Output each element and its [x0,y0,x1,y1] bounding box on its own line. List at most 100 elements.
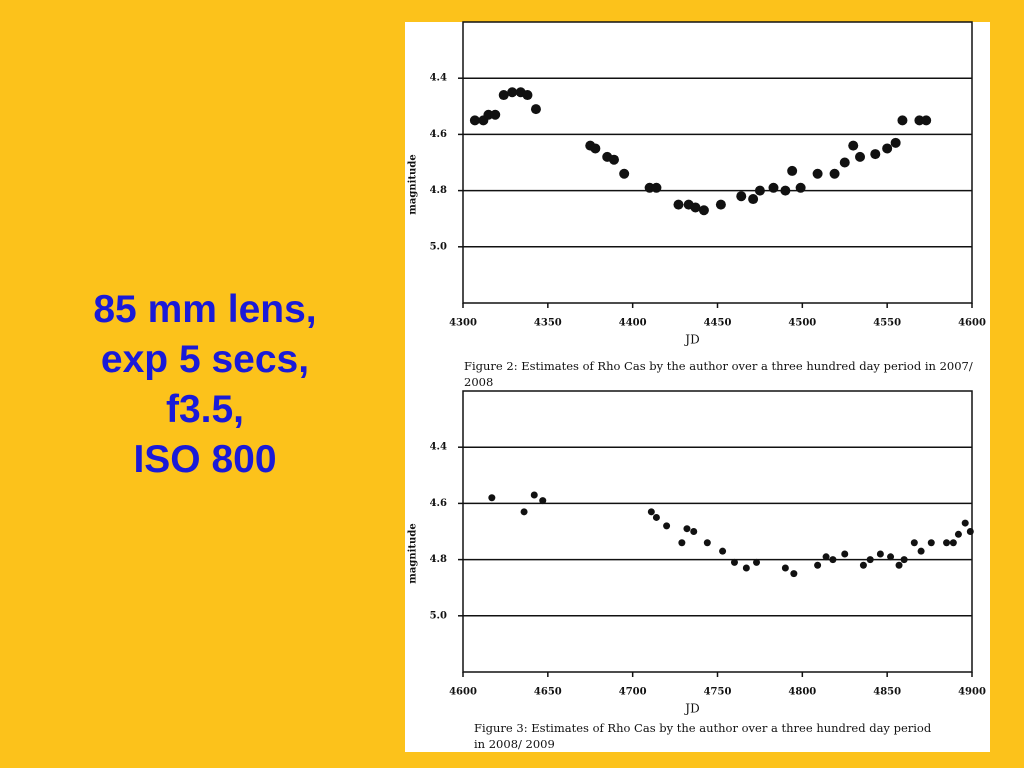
data-point [890,137,901,148]
data-point [895,561,903,569]
x-tick-label: 4800 [788,687,816,698]
data-point [859,561,867,569]
data-point [943,539,951,547]
data-point [917,547,925,555]
data-point [829,168,840,179]
y-tick-label: 5.0 [430,610,447,621]
data-point [530,104,541,115]
data-point [530,491,538,499]
data-point [469,115,480,126]
data-point [829,556,837,564]
data-point [719,547,727,555]
x-axis-label: JD [683,333,699,347]
x-tick-label: 4650 [534,687,562,698]
data-point [780,185,791,196]
data-point [812,168,823,179]
data-point [619,168,630,179]
x-tick-label: 4750 [704,687,732,698]
y-tick-label: 5.0 [430,241,447,252]
data-point [966,528,974,535]
x-tick-label: 4350 [534,318,562,329]
x-tick-label: 4850 [873,687,901,698]
x-tick-label: 4500 [788,318,816,329]
data-point [690,528,698,535]
data-point [839,157,850,168]
data-point [961,519,969,527]
slide-text-line: ISO 800 [133,438,277,481]
plot-frame [462,390,973,673]
data-point [652,513,660,521]
data-point [673,199,684,210]
caption: Figure 3: Estimates of Rho Cas by the au… [474,721,932,751]
y-tick-label: 4.4 [430,73,447,84]
data-point [787,165,798,176]
data-point [748,194,759,205]
y-tick-label: 4.6 [430,498,447,509]
slide-text-line: exp 5 secs, [100,338,310,381]
data-point [768,182,779,193]
y-axis-label: magnitude [408,523,419,583]
caption: Figure 2: Estimates of Rho Cas by the au… [464,359,973,389]
slide-text-line: 85 mm lens, [93,288,317,331]
data-point [866,556,874,564]
data-point [663,522,671,530]
y-tick-label: 4.8 [430,554,447,565]
data-point [781,564,789,572]
x-tick-label: 4600 [449,687,477,698]
data-point [790,570,798,578]
data-point [754,185,765,196]
x-tick-label: 4900 [958,687,986,698]
data-point [651,182,662,193]
y-tick-label: 4.8 [430,185,447,196]
data-point [488,494,496,502]
plot-frame [462,21,973,304]
data-point [522,90,533,101]
data-point [882,143,893,154]
x-tick-label: 4300 [449,318,477,329]
data-point [897,115,908,126]
data-point [698,205,709,216]
slide-text: 85 mm lens, exp 5 secs, f3.5, ISO 800 [40,285,370,485]
data-point [876,550,884,558]
data-point [590,143,601,154]
data-point [887,553,895,561]
slide-text-line: f3.5, [165,388,245,431]
y-tick-label: 4.4 [430,442,447,453]
x-tick-label: 4550 [873,318,901,329]
x-tick-label: 4600 [958,318,986,329]
data-point [954,530,962,538]
data-point [870,149,881,160]
data-point [690,202,701,213]
data-point [730,558,738,566]
data-point [490,109,501,120]
data-point [949,539,957,547]
data-point [609,154,620,165]
data-point [507,87,518,98]
data-point [921,115,932,126]
data-point [539,497,547,505]
data-point [855,151,866,162]
data-point [703,539,711,547]
data-point [683,525,691,533]
y-axis-label: magnitude [408,154,419,214]
y-tick-label: 4.6 [430,129,447,140]
data-point [736,191,747,202]
data-point [822,553,830,561]
data-point [753,558,761,566]
data-point [848,140,859,151]
data-point [647,508,655,516]
x-tick-label: 4450 [704,318,732,329]
data-point [520,508,528,516]
data-point [715,199,726,210]
data-point [910,539,918,547]
data-point [498,90,509,101]
data-point [900,556,908,564]
data-point [927,539,935,547]
data-point [742,564,750,572]
x-tick-label: 4700 [619,687,647,698]
data-point [814,561,822,569]
data-point [678,539,686,547]
x-axis-label: JD [683,702,699,716]
